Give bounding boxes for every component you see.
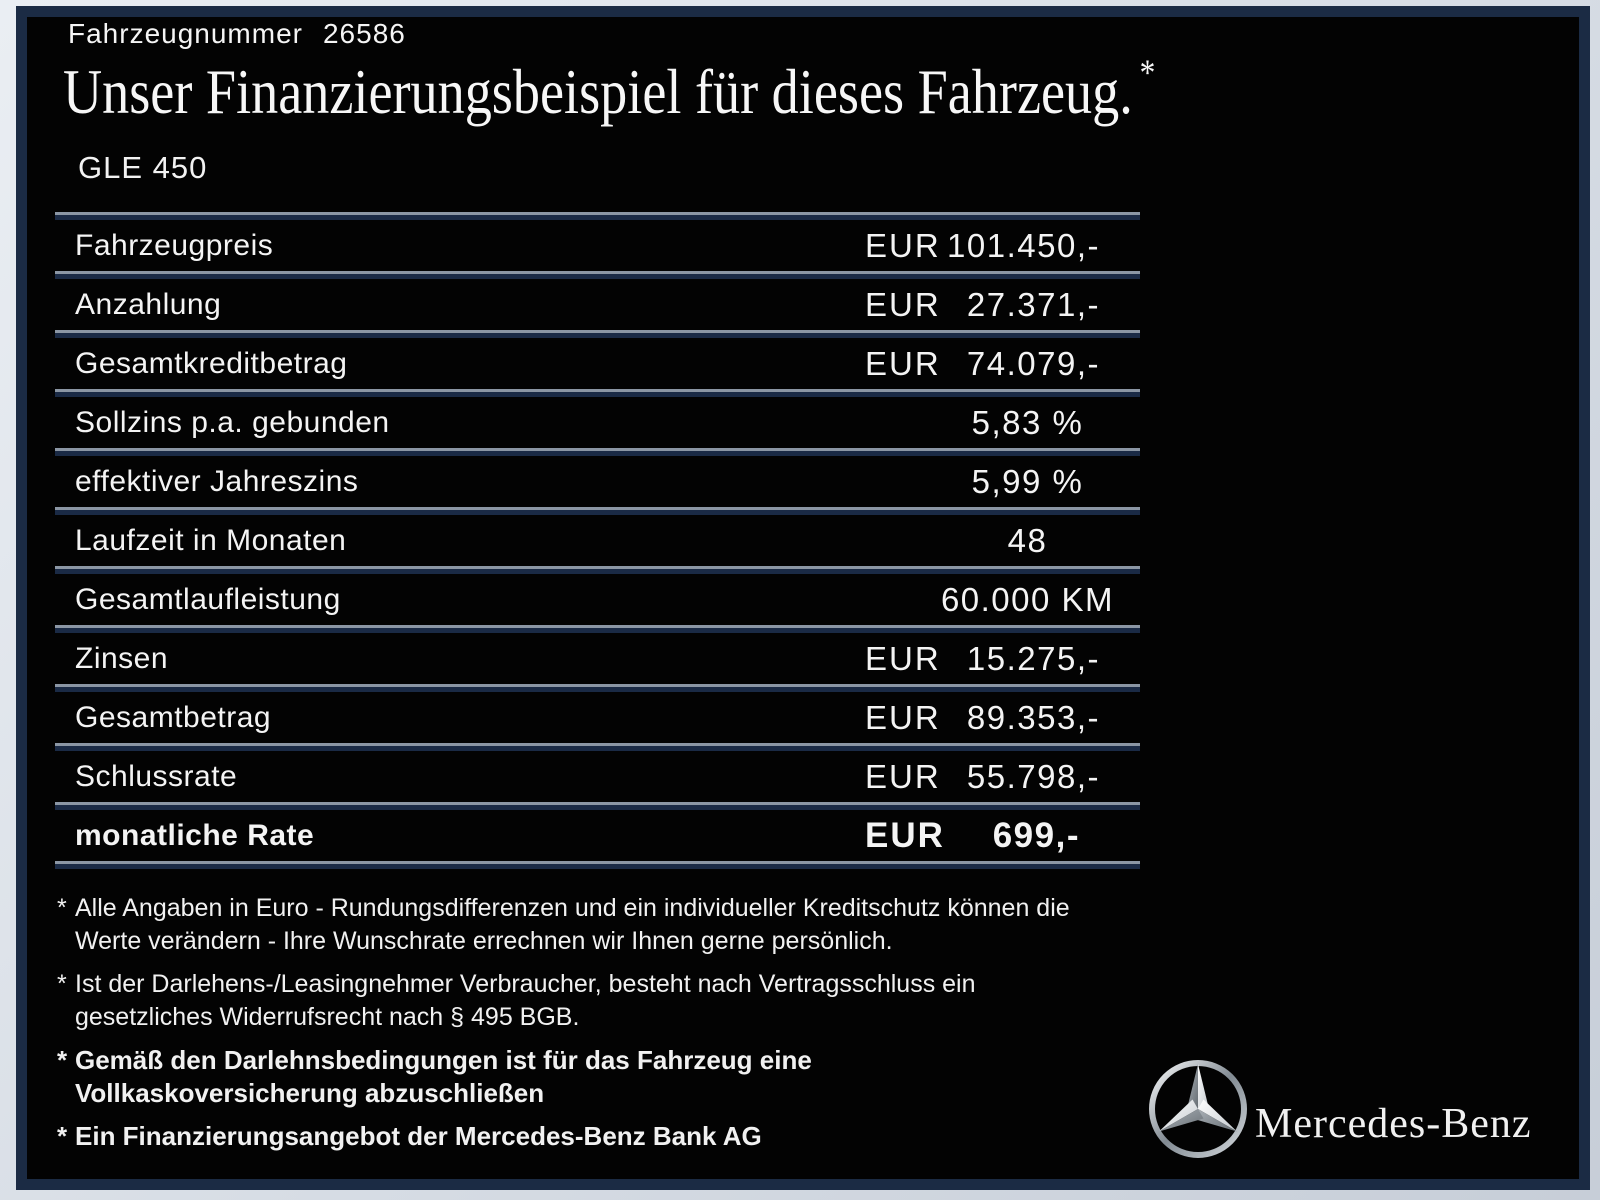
page-title: Unser Finanzierungsbeispiel für dieses F… [63, 51, 1155, 129]
footnote-line: Ein Finanzierungsangebot der Mercedes-Be… [75, 1121, 762, 1151]
row-value: EUR 699,- [865, 810, 1080, 861]
row-value: EUR 101.450,- [865, 220, 1100, 271]
row-value: EUR 27.371,- [865, 279, 1100, 330]
footnote-marker: * [57, 894, 67, 922]
table-divider [55, 448, 1140, 456]
currency-label: EUR [865, 698, 941, 736]
currency-label: EUR [865, 344, 941, 382]
finance-table: Fahrzeugpreis EUR 101.450,- Anzahlung EUR… [55, 212, 1140, 869]
table-divider [55, 271, 1140, 279]
row-label: Fahrzeugpreis [75, 229, 274, 262]
table-row: Zinsen EUR 15.275,- [55, 633, 1140, 684]
footnote: * Ein Finanzierungsangebot der Mercedes-… [57, 1120, 1167, 1153]
amount: 27.371,- [966, 285, 1100, 323]
row-label: Zinsen [75, 642, 169, 675]
footnote-marker: * [57, 970, 67, 998]
vehicle-number-value: 26586 [322, 18, 406, 49]
row-value: EUR 89.353,- [865, 692, 1100, 743]
brand-wordmark: Mercedes-Benz [1255, 1101, 1532, 1147]
row-label: Gesamtkreditbetrag [75, 347, 348, 380]
table-divider [55, 861, 1140, 869]
vehicle-number: Fahrzeugnummer 26586 [68, 18, 406, 50]
table-divider [55, 625, 1140, 633]
row-value: 60.000 KM [940, 581, 1115, 618]
table-divider [55, 566, 1140, 574]
footnote-line: Werte verändern - Ihre Wunschrate errech… [75, 927, 893, 955]
row-value: 5,83 % [971, 404, 1084, 441]
footnote-marker: * [57, 1045, 68, 1075]
table-row: Gesamtbetrag EUR 89.353,- [55, 692, 1140, 743]
table-row: Sollzins p.a. gebunden 5,83 % [55, 397, 1140, 448]
row-label: Schlussrate [75, 760, 238, 793]
footnote: * Alle Angaben in Euro - Rundungsdiffere… [57, 892, 1167, 958]
table-divider [55, 802, 1140, 810]
row-value: 5,99 % [971, 463, 1084, 500]
table-divider [55, 330, 1140, 338]
table-row: Gesamtkreditbetrag EUR 74.079,- [55, 338, 1140, 389]
amount: 15.275,- [966, 639, 1100, 677]
table-divider [55, 743, 1140, 751]
row-label: Gesamtlaufleistung [75, 583, 341, 616]
currency-label: EUR [865, 285, 941, 323]
amount: 74.079,- [966, 344, 1100, 382]
table-row: Fahrzeugpreis EUR 101.450,- [55, 220, 1140, 271]
row-label: Anzahlung [75, 288, 222, 321]
row-label: Gesamtbetrag [75, 701, 272, 734]
footnote-line: Vollkaskoversicherung abzuschließen [75, 1078, 545, 1108]
table-divider [55, 389, 1140, 397]
footnote-line: Gemäß den Darlehnsbedingungen ist für da… [75, 1045, 812, 1075]
table-divider [55, 684, 1140, 692]
footnote-line: gesetzliches Widerrufsrecht nach § 495 B… [75, 1003, 580, 1031]
footnote-line: Ist der Darlehens-/Leasingnehmer Verbrau… [75, 970, 976, 998]
amount: 89.353,- [966, 698, 1100, 736]
footnote-line: Alle Angaben in Euro - Rundungsdifferenz… [75, 894, 1070, 922]
footnote-marker: * [57, 1121, 68, 1151]
currency-label: EUR [865, 815, 945, 855]
footnote: * Ist der Darlehens-/Leasingnehmer Verbr… [57, 968, 1167, 1034]
table-row: effektiver Jahreszins 5,99 % [55, 456, 1140, 507]
mercedes-star-icon [1149, 1060, 1247, 1158]
vehicle-number-label: Fahrzeugnummer [68, 18, 303, 49]
row-value: 48 [1007, 522, 1048, 559]
row-label: effektiver Jahreszins [75, 465, 359, 498]
footnotes: * Alle Angaben in Euro - Rundungsdiffere… [57, 892, 1167, 1163]
row-value: EUR 74.079,- [865, 338, 1100, 389]
table-row: Gesamtlaufleistung 60.000 KM [55, 574, 1140, 625]
table-row: Laufzeit in Monaten 48 [55, 515, 1140, 566]
row-label: Sollzins p.a. gebunden [75, 406, 390, 439]
title-asterisk: * [1139, 52, 1156, 93]
currency-label: EUR [865, 757, 941, 795]
amount: 699,- [992, 815, 1080, 855]
currency-label: EUR [865, 226, 941, 264]
table-row: Schlussrate EUR 55.798,- [55, 751, 1140, 802]
row-value: EUR 55.798,- [865, 751, 1100, 802]
document-frame: Fahrzeugnummer 26586 Unser Finanzierungsb… [16, 6, 1590, 1190]
table-row: Anzahlung EUR 27.371,- [55, 279, 1140, 330]
footnote: * Gemäß den Darlehnsbedingungen ist für … [57, 1044, 1167, 1110]
table-row-monthly-rate: monatliche Rate EUR 699,- [55, 810, 1140, 861]
amount: 55.798,- [966, 757, 1100, 795]
amount: 101.450,- [947, 226, 1100, 264]
row-label: Laufzeit in Monaten [75, 524, 347, 557]
model-name: GLE 450 [78, 150, 208, 185]
row-label: monatliche Rate [75, 819, 315, 852]
row-value: EUR 15.275,- [865, 633, 1100, 684]
currency-label: EUR [865, 639, 941, 677]
page-title-text: Unser Finanzierungsbeispiel für dieses F… [63, 57, 1133, 127]
table-divider [55, 507, 1140, 515]
table-divider [55, 212, 1140, 220]
